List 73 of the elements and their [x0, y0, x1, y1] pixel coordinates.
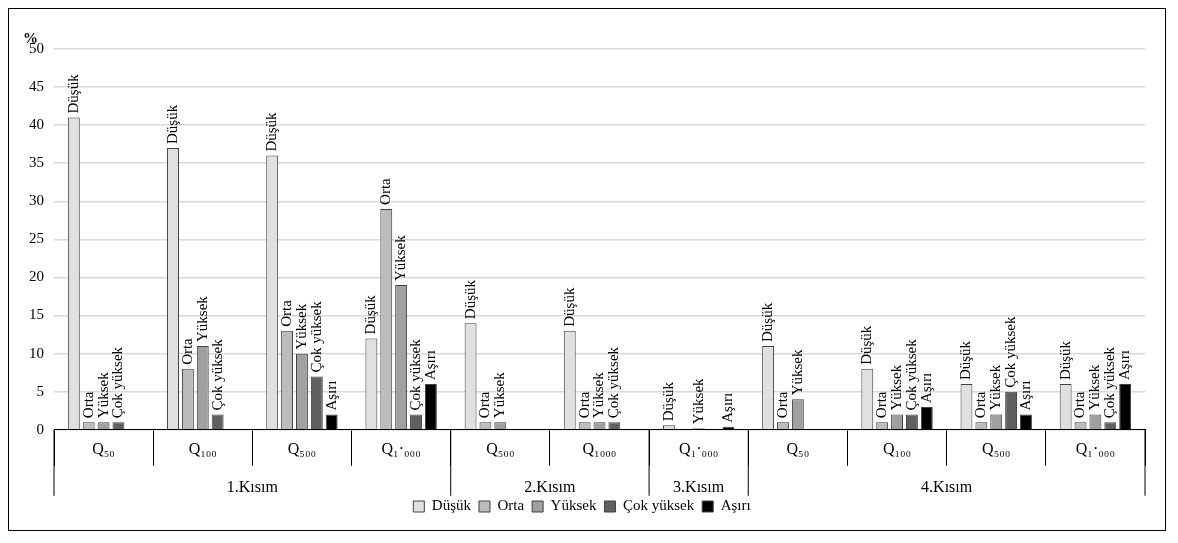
text: 3.Kısım [673, 478, 725, 495]
data-label: Orta [476, 391, 493, 419]
y-tick-label: 25 [29, 230, 44, 247]
x-tick-label: Q₅₀₀ [486, 439, 515, 457]
data-label: Düşük [163, 104, 180, 145]
data-label: Yüksek [887, 364, 904, 411]
y-tick-label: 35 [29, 154, 44, 171]
data-label: Düşük [64, 73, 81, 114]
data-label: Orta [773, 391, 790, 419]
data-label: Yüksek [1086, 364, 1103, 411]
data-label: Yüksek [590, 371, 607, 419]
data-label: Çok yüksek [208, 338, 225, 411]
data-label: Orta [377, 177, 394, 205]
y-tick-label: 45 [29, 78, 44, 95]
data-label: Aşırı [1116, 350, 1133, 381]
legend-label: Aşırı [720, 497, 751, 514]
data-label: Yüksek [491, 371, 508, 419]
y-tick-label: 5 [36, 382, 44, 399]
data-label: Yüksek [689, 377, 706, 425]
text: 2.Kısım [524, 478, 577, 495]
x-tick-label: Q₅₀₀ [982, 439, 1011, 457]
data-label: Düşük [659, 381, 676, 422]
x-tick-label: Q₅₀ [92, 439, 115, 457]
data-label: Yüksek [94, 371, 111, 419]
data-label: Düşük [560, 287, 577, 327]
data-label: Orta [1071, 391, 1088, 419]
y-tick-label: 10 [29, 344, 44, 361]
legend-label: Yüksek [550, 497, 597, 514]
x-tick-label: Q₁·₀₀₀ [1075, 439, 1116, 457]
x-tick-label: Q₁₀₀ [882, 439, 912, 457]
legend-label: Çok yüksek [622, 497, 695, 514]
data-label: Düşük [858, 325, 875, 365]
x-tick-label: Q₁₀₀ [188, 439, 217, 457]
data-label: Yüksek [292, 303, 309, 350]
x-tick-label: Q₁₀₀₀ [582, 439, 617, 457]
data-label: Yüksek [788, 349, 805, 396]
data-label: Çok yüksek [109, 346, 126, 419]
data-label: Orta [178, 337, 195, 365]
y-tick-label: 15 [29, 306, 44, 323]
data-label: Düşük [362, 294, 379, 335]
data-label: Düşük [461, 279, 478, 320]
y-tick-label: 40 [29, 116, 44, 133]
data-label: Düşük [1056, 340, 1073, 381]
legend-label: Orta [497, 497, 525, 514]
x-tick-label: Q₁·₀₀₀ [679, 439, 719, 457]
data-label: Düşük [759, 302, 776, 343]
x-tick-label: Q₁·₀₀₀ [381, 439, 421, 457]
text: 1.Kısım [226, 478, 279, 495]
data-label: Orta [278, 299, 295, 327]
x-tick-label: Q₅₀₀ [287, 439, 317, 457]
x-tick-label: Q₅₀ [786, 439, 810, 457]
y-tick-label: 20 [29, 268, 44, 285]
data-label: Yüksek [193, 295, 210, 343]
data-label: Çok yüksek [1002, 315, 1019, 388]
data-label: Düşük [263, 111, 280, 152]
data-label: Orta [873, 391, 890, 419]
data-label: Çok yüksek [1101, 346, 1118, 419]
data-label: Orta [575, 391, 592, 419]
data-label: Yüksek [392, 234, 409, 282]
legend-label: Düşük [431, 497, 472, 514]
text: 4.Kısım [921, 478, 973, 495]
y-tick-label: 0 [36, 420, 44, 437]
data-label: Aşırı [322, 380, 339, 411]
data-label: Aşırı [719, 392, 736, 423]
data-label: Yüksek [987, 364, 1004, 411]
data-label: Orta [972, 391, 989, 419]
y-tick-label: 30 [29, 192, 44, 209]
data-label: Düşük [957, 340, 974, 381]
data-label: Çok yüksek [902, 338, 919, 411]
data-label: Çok yüksek [307, 300, 324, 373]
data-label: Orta [79, 391, 96, 419]
data-label: Çok yüksek [605, 346, 622, 419]
data-label: Çok yüksek [406, 338, 423, 411]
